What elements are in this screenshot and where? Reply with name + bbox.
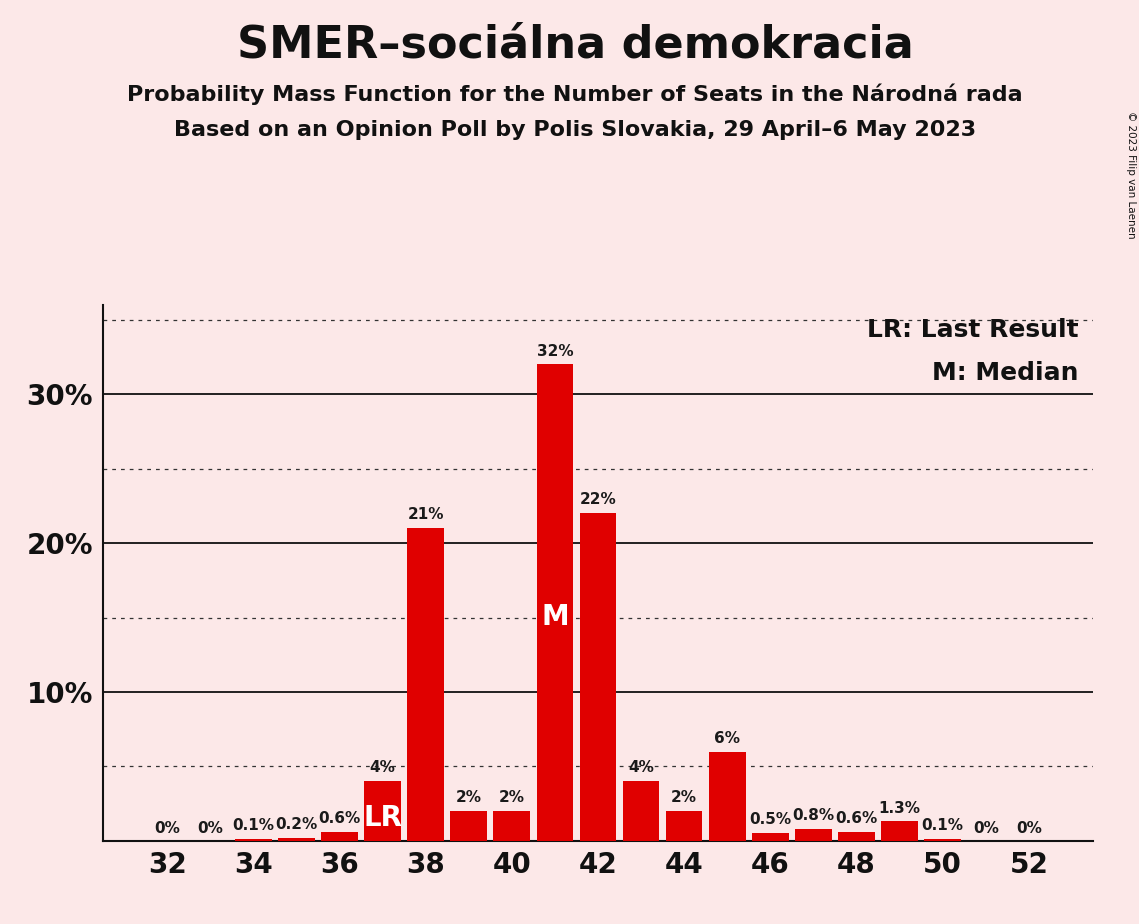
Bar xyxy=(580,514,616,841)
Text: M: Median: M: Median xyxy=(932,361,1079,385)
Text: 0.6%: 0.6% xyxy=(835,811,878,826)
Bar xyxy=(364,782,401,841)
Bar xyxy=(925,839,961,841)
Bar xyxy=(278,838,314,841)
Text: 1.3%: 1.3% xyxy=(878,800,920,816)
Text: 2%: 2% xyxy=(456,790,482,805)
Bar xyxy=(450,811,487,841)
Text: LR: Last Result: LR: Last Result xyxy=(867,319,1079,342)
Text: 0.2%: 0.2% xyxy=(276,817,318,832)
Text: 0%: 0% xyxy=(197,821,223,836)
Bar xyxy=(623,782,659,841)
Text: 2%: 2% xyxy=(671,790,697,805)
Text: 0.5%: 0.5% xyxy=(749,812,792,828)
Text: SMER–sociálna demokracia: SMER–sociálna demokracia xyxy=(237,23,913,67)
Text: 0.6%: 0.6% xyxy=(318,811,361,826)
Text: 6%: 6% xyxy=(714,731,740,746)
Text: 0%: 0% xyxy=(1016,821,1042,836)
Text: Probability Mass Function for the Number of Seats in the Národná rada: Probability Mass Function for the Number… xyxy=(128,83,1023,104)
Text: © 2023 Filip van Laenen: © 2023 Filip van Laenen xyxy=(1126,111,1136,238)
Bar xyxy=(536,364,573,841)
Text: 4%: 4% xyxy=(370,760,395,775)
Bar xyxy=(708,751,746,841)
Bar xyxy=(795,829,831,841)
Text: LR: LR xyxy=(363,804,402,833)
Bar xyxy=(493,811,530,841)
Bar xyxy=(882,821,918,841)
Text: 0.1%: 0.1% xyxy=(921,819,964,833)
Text: 0%: 0% xyxy=(154,821,180,836)
Text: Based on an Opinion Poll by Polis Slovakia, 29 April–6 May 2023: Based on an Opinion Poll by Polis Slovak… xyxy=(174,120,976,140)
Text: M: M xyxy=(541,603,568,631)
Text: 0%: 0% xyxy=(973,821,999,836)
Text: 0.8%: 0.8% xyxy=(793,808,835,823)
Bar xyxy=(235,839,271,841)
Bar xyxy=(666,811,703,841)
Text: 2%: 2% xyxy=(499,790,525,805)
Text: 22%: 22% xyxy=(580,492,616,507)
Text: 4%: 4% xyxy=(628,760,654,775)
Text: 0.1%: 0.1% xyxy=(232,819,274,833)
Bar xyxy=(838,832,875,841)
Bar xyxy=(321,832,358,841)
Bar xyxy=(408,529,444,841)
Text: 32%: 32% xyxy=(536,344,573,359)
Bar xyxy=(752,833,788,841)
Text: 21%: 21% xyxy=(408,507,444,522)
